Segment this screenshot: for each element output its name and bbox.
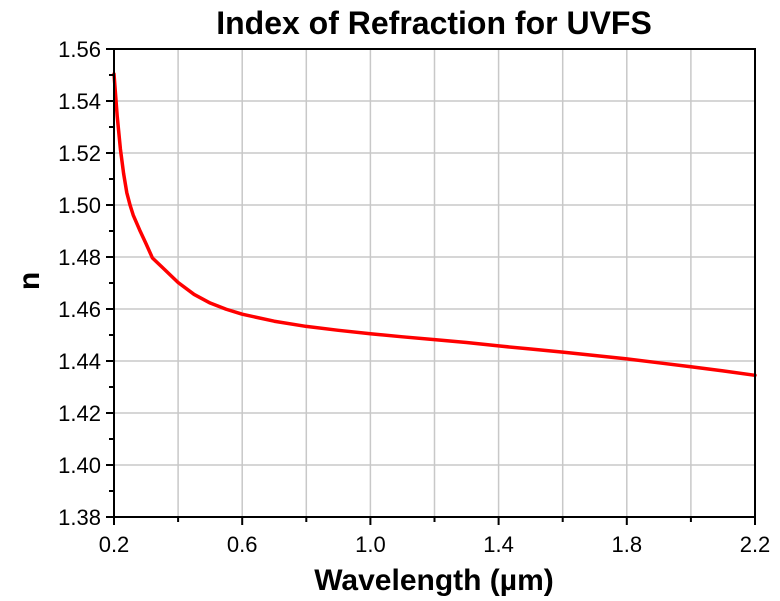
grid — [114, 49, 755, 517]
y-tick-label: 1.50 — [58, 193, 101, 218]
x-tick-label: 2.2 — [740, 532, 771, 557]
y-tick-label: 1.42 — [58, 401, 101, 426]
y-tick-label: 1.56 — [58, 37, 101, 62]
ticks — [106, 48, 756, 525]
y-tick-label: 1.44 — [58, 349, 101, 374]
x-axis-label: Wavelength (µm) — [314, 564, 554, 597]
y-tick-label: 1.52 — [58, 141, 101, 166]
x-tick-label: 1.8 — [612, 532, 643, 557]
x-tick-label: 0.2 — [99, 532, 130, 557]
series-layer — [112, 72, 757, 378]
x-tick-label: 0.6 — [227, 532, 258, 557]
tick-labels: 0.2 0.6 1.0 1.4 1.8 2.2 1.38 1.40 1.42 1.44 1.46 1.… — [58, 37, 770, 557]
chart-title: Index of Refraction for UVFS — [216, 5, 652, 41]
y-tick-label: 1.38 — [58, 505, 101, 530]
x-tick-label: 1.4 — [483, 532, 514, 557]
y-axis-label: n — [13, 272, 46, 290]
y-tick-label: 1.46 — [58, 297, 101, 322]
series-line-0 — [112, 72, 757, 378]
y-tick-label: 1.40 — [58, 453, 101, 478]
y-tick-label: 1.54 — [58, 89, 101, 114]
x-tick-label: 1.0 — [355, 532, 386, 557]
y-tick-label: 1.48 — [58, 245, 101, 270]
